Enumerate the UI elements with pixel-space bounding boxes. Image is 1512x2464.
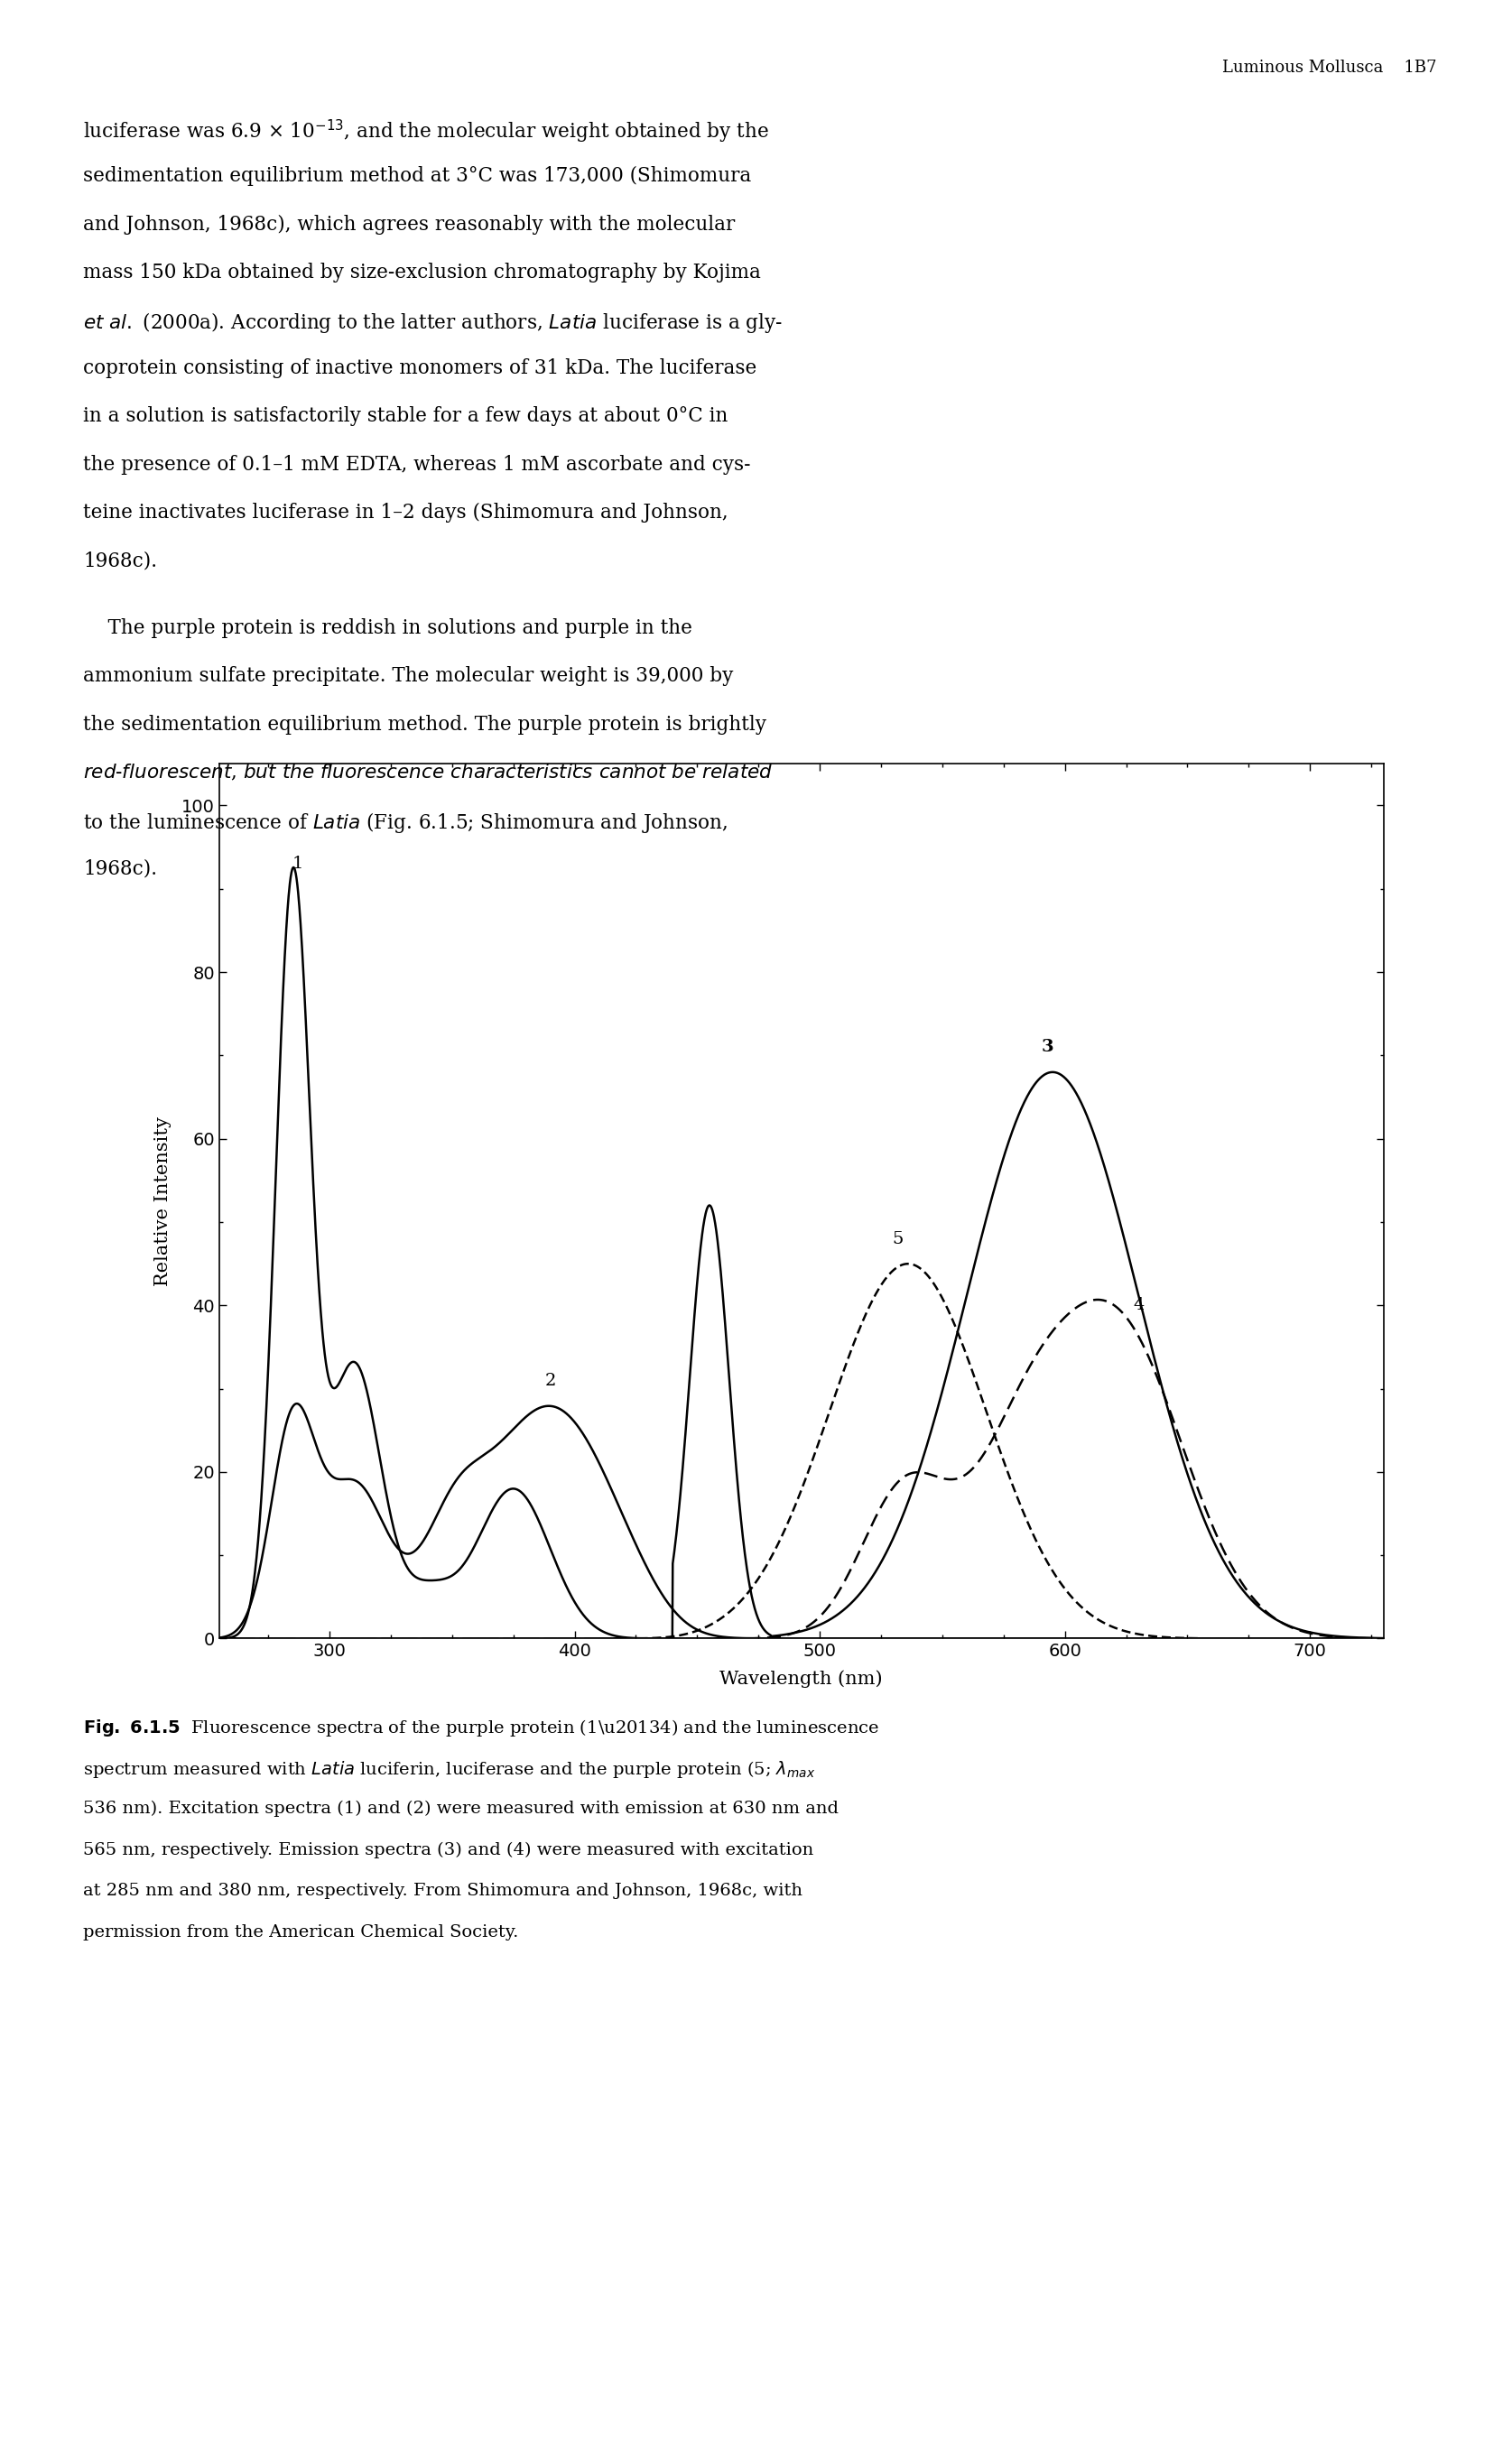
Text: coprotein consisting of inactive monomers of 31 kDa. The luciferase: coprotein consisting of inactive monomer… [83, 360, 758, 379]
X-axis label: Wavelength (nm): Wavelength (nm) [720, 1671, 883, 1688]
Text: the sedimentation equilibrium method. The purple protein is brightly: the sedimentation equilibrium method. Th… [83, 715, 767, 734]
Text: 3: 3 [1042, 1040, 1054, 1055]
Text: 1: 1 [292, 855, 304, 872]
Text: 2: 2 [544, 1372, 556, 1390]
Text: sedimentation equilibrium method at 3°C was 173,000 (Shimomura: sedimentation equilibrium method at 3°C … [83, 168, 751, 187]
Text: in a solution is satisfactorily stable for a few days at about 0°C in: in a solution is satisfactorily stable f… [83, 407, 727, 426]
Text: ammonium sulfate precipitate. The molecular weight is 39,000 by: ammonium sulfate precipitate. The molecu… [83, 668, 733, 687]
Text: $et\ al.$ (2000a). According to the latter authors, $Latia$ luciferase is a gly-: $et\ al.$ (2000a). According to the latt… [83, 310, 783, 335]
Text: to the luminescence of $Latia$ (Fig. 6.1.5; Shimomura and Johnson,: to the luminescence of $Latia$ (Fig. 6.1… [83, 811, 727, 835]
Text: the presence of 0.1–1 mM EDTA, whereas 1 mM ascorbate and cys-: the presence of 0.1–1 mM EDTA, whereas 1… [83, 456, 750, 476]
Text: $\it{red}$-$\it{fluorescent}$, $\it{but\ the\ fluorescence\ characteristics\ can: $\it{red}$-$\it{fluorescent}$, $\it{but\… [83, 764, 773, 784]
Text: 565 nm, respectively. Emission spectra (3) and (4) were measured with excitation: 565 nm, respectively. Emission spectra (… [83, 1841, 813, 1858]
Text: 1968c).: 1968c). [83, 552, 157, 572]
Text: 5: 5 [892, 1232, 904, 1247]
Text: Luminous Mollusca    1B7: Luminous Mollusca 1B7 [1222, 59, 1436, 76]
Text: 536 nm). Excitation spectra (1) and (2) were measured with emission at 630 nm an: 536 nm). Excitation spectra (1) and (2) … [83, 1801, 839, 1816]
Y-axis label: Relative Intensity: Relative Intensity [154, 1116, 171, 1286]
Text: and Johnson, 1968c), which agrees reasonably with the molecular: and Johnson, 1968c), which agrees reason… [83, 214, 735, 234]
Text: permission from the American Chemical Society.: permission from the American Chemical So… [83, 1924, 519, 1942]
Text: luciferase was 6.9 × 10$^{-13}$, and the molecular weight obtained by the: luciferase was 6.9 × 10$^{-13}$, and the… [83, 118, 770, 145]
Text: 1968c).: 1968c). [83, 860, 157, 880]
Text: The purple protein is reddish in solutions and purple in the: The purple protein is reddish in solutio… [83, 618, 692, 638]
Text: at 285 nm and 380 nm, respectively. From Shimomura and Johnson, 1968c, with: at 285 nm and 380 nm, respectively. From… [83, 1882, 803, 1900]
Text: mass 150 kDa obtained by size-exclusion chromatography by Kojima: mass 150 kDa obtained by size-exclusion … [83, 261, 761, 283]
Text: $\bf{Fig.\ 6.1.5}$  Fluorescence spectra of the purple protein (1\u20134) and th: $\bf{Fig.\ 6.1.5}$ Fluorescence spectra … [83, 1717, 880, 1737]
Text: teine inactivates luciferase in 1–2 days (Shimomura and Johnson,: teine inactivates luciferase in 1–2 days… [83, 503, 729, 522]
Text: 4: 4 [1134, 1296, 1145, 1313]
Text: spectrum measured with $\it{Latia}$ luciferin, luciferase and the purple protein: spectrum measured with $\it{Latia}$ luci… [83, 1759, 815, 1779]
